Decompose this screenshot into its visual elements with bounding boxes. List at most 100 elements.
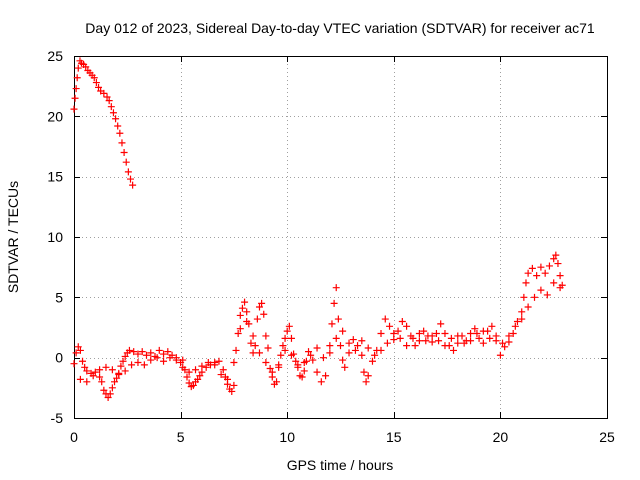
y-tick-label: 5 — [55, 289, 63, 305]
data-point — [390, 330, 398, 338]
data-point — [71, 94, 79, 102]
data-point — [541, 269, 549, 277]
data-point — [403, 322, 411, 330]
data-point — [358, 337, 366, 345]
data-point — [390, 336, 398, 344]
data-point — [326, 349, 334, 357]
data-point — [422, 337, 430, 345]
data-point — [386, 322, 394, 330]
x-tick-label: 15 — [386, 429, 402, 445]
data-point — [258, 299, 266, 307]
y-tick-label: 15 — [47, 169, 63, 185]
data-point — [300, 367, 308, 375]
data-point — [332, 334, 340, 342]
data-point — [322, 372, 330, 380]
data-point — [285, 322, 293, 330]
data-point — [479, 339, 487, 347]
data-point — [76, 346, 84, 354]
data-point — [153, 354, 161, 362]
data-point — [230, 358, 238, 366]
data-point — [496, 351, 504, 359]
data-point — [262, 358, 270, 366]
data-point — [537, 263, 545, 271]
data-point — [420, 327, 428, 335]
data-point — [513, 317, 521, 325]
data-point — [255, 349, 263, 357]
data-point — [129, 181, 137, 189]
data-point — [345, 349, 353, 357]
data-point — [454, 332, 462, 340]
data-point — [183, 373, 191, 381]
y-tick-label: 0 — [55, 350, 63, 366]
data-point — [279, 342, 287, 350]
data-point — [92, 79, 100, 87]
data-point — [89, 372, 97, 380]
data-point — [70, 105, 78, 113]
data-point — [518, 308, 526, 316]
data-point — [106, 390, 114, 398]
data-point — [105, 97, 113, 105]
data-point — [383, 339, 391, 347]
data-point — [100, 386, 108, 394]
data-point — [82, 63, 90, 71]
y-tick-label: -5 — [51, 410, 64, 426]
data-point — [317, 378, 325, 386]
data-point — [211, 361, 219, 369]
data-point — [428, 338, 436, 346]
data-point — [76, 375, 84, 383]
data-point — [364, 372, 372, 380]
data-point — [511, 322, 519, 330]
data-point — [292, 357, 300, 365]
data-point — [556, 272, 564, 280]
data-point — [275, 361, 283, 369]
data-point — [441, 330, 449, 338]
data-point — [236, 325, 244, 333]
data-point — [287, 351, 295, 359]
data-point — [219, 366, 227, 374]
data-point — [550, 255, 558, 263]
data-point — [492, 332, 500, 340]
data-point — [72, 85, 80, 93]
axis-tick-labels: 0 5 10 15 20 25 -5 0 5 10 15 20 25 — [47, 48, 615, 445]
data-point — [234, 330, 242, 338]
data-point — [198, 362, 206, 370]
data-point — [394, 327, 402, 335]
data-point — [160, 350, 168, 358]
y-tick-label: 20 — [47, 108, 63, 124]
data-point — [531, 293, 539, 301]
data-point — [460, 339, 468, 347]
data-point — [166, 354, 174, 362]
data-point — [73, 74, 81, 82]
data-point — [339, 356, 347, 364]
data-point — [264, 344, 272, 352]
data-point — [273, 378, 281, 386]
data-point — [260, 310, 268, 318]
data-point — [319, 354, 327, 362]
data-point — [441, 342, 449, 350]
data-point — [134, 358, 142, 366]
data-point — [364, 344, 372, 352]
data-point — [298, 373, 306, 381]
data-point — [501, 343, 509, 351]
data-point — [198, 368, 206, 376]
data-point — [332, 284, 340, 292]
data-point — [70, 360, 78, 368]
data-point — [202, 363, 210, 371]
data-point — [552, 251, 560, 259]
data-point — [467, 330, 475, 338]
data-point — [96, 373, 104, 381]
data-point — [72, 349, 80, 357]
data-point — [537, 286, 545, 294]
data-point — [334, 315, 342, 323]
chart-title: Day 012 of 2023, Sidereal Day-to-day VTE… — [85, 20, 595, 36]
data-point — [147, 356, 155, 364]
data-point — [518, 315, 526, 323]
data-point — [313, 368, 321, 376]
data-point — [108, 366, 116, 374]
grid-lines — [74, 56, 607, 418]
data-point — [217, 371, 225, 379]
x-tick-label: 20 — [493, 429, 509, 445]
data-point — [362, 378, 370, 386]
data-point — [341, 363, 349, 371]
